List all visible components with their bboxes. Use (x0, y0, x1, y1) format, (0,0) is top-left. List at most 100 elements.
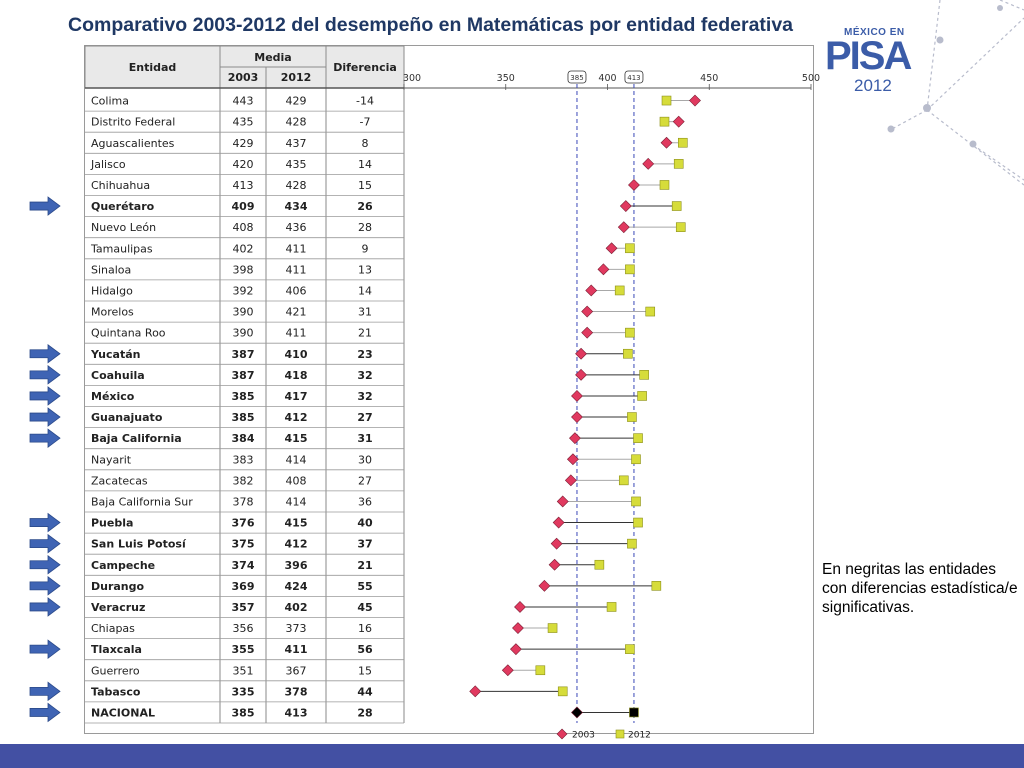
point-2012 (547, 623, 558, 633)
point-2012 (627, 412, 637, 422)
point-2012 (625, 264, 635, 275)
arrow-indicator-icon (29, 576, 61, 596)
table-cell-entidad: Nuevo León (91, 221, 156, 234)
table-cell-diferencia: 14 (358, 158, 372, 171)
point-2003 (617, 221, 630, 234)
table-cell-entidad: Yucatán (90, 348, 140, 361)
table-cell-diferencia: 55 (357, 580, 372, 593)
table-cell-entidad: Aguascalientes (91, 137, 175, 150)
x-tick-label: 413 (627, 74, 640, 82)
table-cell-2003: 351 (233, 664, 254, 677)
table-cell-entidad: Baja California (91, 432, 182, 445)
table-cell-2012: 410 (285, 348, 308, 361)
point-2003 (619, 200, 632, 212)
point-2003 (556, 495, 569, 508)
table-cell-2012: 414 (286, 495, 307, 508)
table-cell-2003: 385 (232, 411, 255, 424)
table-cell-2012: 437 (286, 137, 307, 150)
table-cell-diferencia: 32 (357, 390, 372, 403)
table-cell-diferencia: 27 (357, 411, 372, 424)
point-2012 (625, 644, 635, 654)
table-cell-entidad: Colima (91, 95, 129, 108)
table-cell-diferencia: 31 (357, 432, 372, 445)
table-cell-2003: 408 (233, 221, 254, 234)
point-2003 (564, 474, 577, 487)
point-2012 (677, 137, 688, 148)
table-cell-entidad: Morelos (91, 306, 134, 319)
point-2012 (631, 454, 641, 465)
table-cell-entidad: Tamaulipas (90, 242, 153, 255)
table-cell-diferencia: 37 (357, 538, 372, 551)
x-tick-label: 300 (403, 73, 421, 84)
table-cell-2012: 367 (286, 664, 307, 677)
point-2012 (614, 285, 625, 296)
table-cell-entidad: Tlaxcala (91, 643, 142, 656)
legend-label-2003: 2003 (572, 731, 595, 741)
table-cell-2012: 421 (286, 306, 307, 319)
table-cell-entidad: Puebla (91, 517, 133, 530)
table-cell-entidad: Nayarit (91, 453, 132, 466)
table-cell-diferencia: 40 (357, 517, 373, 530)
table-cell-diferencia: -14 (356, 95, 374, 108)
table-cell-2012: 412 (285, 538, 308, 551)
table-cell-diferencia: 44 (357, 685, 373, 698)
point-2003 (512, 622, 524, 634)
logo-top-text: MÉXICO EN (844, 27, 905, 38)
table-cell-2003: 392 (233, 284, 254, 297)
point-2012 (633, 433, 643, 443)
table-cell-entidad: Chiapas (91, 622, 135, 635)
table-cell-2003: 420 (233, 158, 254, 171)
point-2012 (671, 201, 682, 211)
arrow-indicator-icon (29, 702, 61, 723)
arrow-indicator-icon (29, 639, 61, 659)
table-cell-2003: 413 (233, 179, 254, 192)
table-cell-entidad: Chihuahua (91, 179, 150, 192)
table-cell-2012: 424 (285, 580, 308, 593)
table-cell-entidad: San Luis Potosí (91, 538, 187, 551)
table-cell-2003: 383 (233, 453, 254, 466)
point-2003 (501, 664, 514, 677)
table-cell-2003: 385 (232, 706, 255, 719)
table-cell-2003: 387 (232, 369, 255, 382)
table-cell-2003: 390 (233, 306, 254, 319)
point-2003 (597, 263, 610, 276)
table-cell-entidad: Distrito Federal (91, 116, 175, 129)
table-cell-entidad: Veracruz (91, 601, 145, 614)
table-cell-diferencia: 45 (357, 601, 372, 614)
point-2012 (645, 306, 656, 317)
table-cell-diferencia: 56 (357, 643, 373, 656)
table-cell-2003: 369 (232, 580, 255, 593)
table-cell-diferencia: 15 (358, 664, 372, 677)
table-cell-entidad: NACIONAL (91, 706, 155, 719)
point-2003 (581, 305, 594, 318)
table-cell-2012: 413 (285, 706, 308, 719)
legend-label-2012: 2012 (628, 731, 651, 741)
point-2012 (639, 370, 649, 380)
arrow-indicator-icon (29, 512, 61, 533)
table-cell-2003: 356 (233, 622, 254, 635)
point-2012 (675, 222, 686, 232)
table-cell-2012: 406 (286, 284, 307, 297)
x-tick-label: 400 (598, 73, 616, 84)
point-2012 (618, 475, 629, 486)
arrow-indicator-icon (29, 533, 61, 554)
table-cell-diferencia: 32 (357, 369, 372, 382)
table-cell-diferencia: 8 (362, 137, 369, 150)
table-cell-diferencia: 31 (358, 306, 372, 319)
table-cell-2012: 429 (286, 95, 307, 108)
point-2012 (535, 665, 546, 676)
table-cell-diferencia: 36 (358, 495, 372, 508)
table-cell-2003: 335 (232, 685, 255, 698)
table-cell-2012: 415 (285, 517, 308, 530)
table-cell-entidad: Sinaloa (91, 263, 131, 276)
table-cell-entidad: Coahuila (91, 369, 145, 382)
table-cell-2003: 374 (232, 559, 255, 572)
table-cell-diferencia: 9 (362, 242, 369, 255)
point-2003 (514, 601, 526, 613)
slide-title: Comparativo 2003-2012 del desempeño en M… (68, 14, 794, 36)
arrow-indicator-icon (29, 428, 61, 448)
table-cell-entidad: Quintana Roo (91, 327, 166, 340)
table-cell-2012: 415 (285, 432, 308, 445)
x-tick-label: 350 (497, 73, 515, 84)
table-cell-2003: 409 (232, 200, 255, 213)
